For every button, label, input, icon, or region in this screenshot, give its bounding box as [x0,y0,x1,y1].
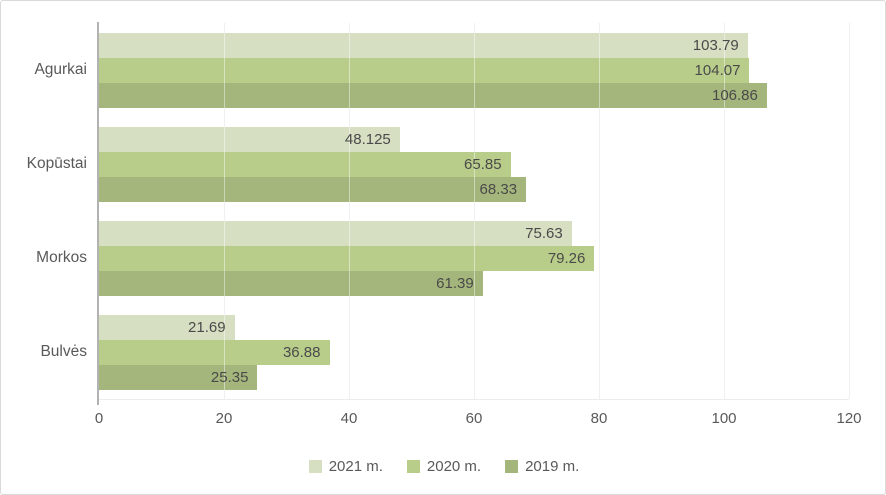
bar [99,126,400,152]
legend-label-2019: 2019 m. [525,457,580,475]
bar-value-label: 79.26 [547,249,586,267]
y-axis-line [97,22,99,405]
legend-label-2021: 2021 m. [328,457,383,475]
category-label: Agurkai [34,61,87,78]
x-tick-label: 40 [340,410,358,427]
bar-value-label: 21.69 [188,318,226,336]
bar-value-label: 25.35 [210,368,249,386]
category-label: Morkos [36,249,87,266]
gridline [723,23,725,399]
bar-value-label: 61.39 [436,274,474,292]
legend-item-2020: 2020 m. [406,457,482,475]
legend-label-2020: 2020 m. [426,457,482,475]
gridline [848,23,850,399]
bar-value-label: 106.86 [711,86,758,104]
bar [99,220,572,246]
bar-value-label: 65.85 [464,155,502,173]
bar-value-label: 48.125 [344,130,391,148]
legend: 2021 m. 2020 m. 2019 m. [1,453,885,479]
bar-value-label: 68.33 [479,180,518,198]
legend-swatch-2021-icon [308,459,322,473]
bar [99,339,330,365]
legend-item-2019: 2019 m. [505,458,579,475]
gridline-overlay [473,23,475,399]
category-label: Kopūstai [26,155,87,172]
gridline [473,23,475,399]
x-tick-label: 0 [94,410,104,427]
x-tick-label: 20 [215,410,233,427]
legend-swatch-2019-icon [505,459,519,473]
bar-value-label: 75.63 [525,224,563,242]
bar [99,314,235,340]
bar [99,245,595,271]
bar [99,57,750,83]
bar-value-label: 104.07 [694,61,741,79]
gridline [598,23,600,399]
bar [99,151,511,177]
plot-bottom-line [99,399,849,400]
legend-swatch-2020-icon [406,459,420,473]
gridline-overlay [723,23,725,399]
gridline [223,23,225,399]
category-label: Bulvės [40,343,87,360]
gridline [348,23,350,399]
bar-value-label: 103.79 [692,36,739,54]
bar [99,364,258,390]
bar-value-label: 36.88 [282,343,321,361]
legend-item-2021: 2021 m. [308,457,383,475]
gridline-overlay [223,23,225,399]
x-tick-label: 120 [836,410,862,427]
gridline-overlay [598,23,600,399]
gridline-overlay [348,23,350,399]
x-tick-label: 60 [465,410,483,427]
bar [99,32,748,58]
bar [99,176,527,202]
bar [99,270,483,296]
gridline-overlay [848,23,850,399]
bar [99,82,767,108]
x-tick-label: 80 [590,410,608,427]
x-tick-label: 100 [711,410,737,427]
